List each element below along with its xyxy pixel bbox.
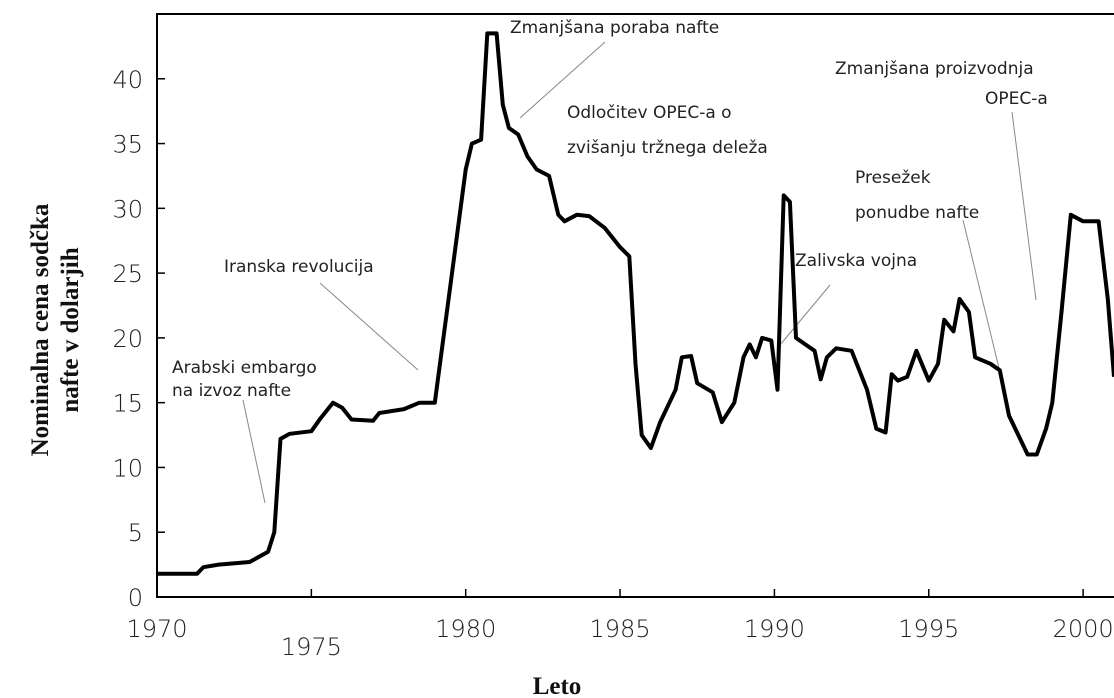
annotation: Arabski embargo xyxy=(172,358,317,378)
y-tick-label: 15 xyxy=(112,390,143,418)
x-tick-label: 1970 xyxy=(126,615,187,643)
leader-line xyxy=(519,41,606,119)
annotation: Zalivska vojna xyxy=(795,251,917,271)
annotation: OPEC-a xyxy=(985,89,1048,109)
x-tick-label: 1980 xyxy=(435,615,496,643)
x-axis-label: Leto xyxy=(533,673,582,698)
y-tick-label: 35 xyxy=(112,131,143,159)
annotation: ponudbe nafte xyxy=(855,203,979,223)
y-axis-label: Nominalna cena sodčka nafte v dolarjih xyxy=(27,203,84,456)
annotation: Presežek xyxy=(855,168,931,188)
x-tick-label: 1975 xyxy=(281,633,342,661)
x-tick-label: 1985 xyxy=(590,615,651,643)
price-line xyxy=(157,31,1114,576)
leader-line xyxy=(1011,111,1037,301)
y-tick-label: 0 xyxy=(128,584,143,612)
x-tick-label: 1990 xyxy=(744,615,805,643)
y-tick-label: 5 xyxy=(128,519,143,547)
leader-line xyxy=(319,282,419,371)
annotation: Iranska revolucija xyxy=(224,257,374,277)
x-tick-label: 1995 xyxy=(898,615,959,643)
y-tick-label: 10 xyxy=(112,454,143,482)
y-tick-label: 20 xyxy=(112,325,143,353)
plot-frame xyxy=(156,13,1114,598)
leader-line xyxy=(779,284,831,346)
y-axis-label-line: Nominalna cena sodčka xyxy=(27,203,54,456)
annotation: zvišanju tržnega deleža xyxy=(567,138,768,158)
y-tick-label: 25 xyxy=(112,260,143,288)
x-tick-label: 2000 xyxy=(1053,615,1114,643)
annotation: Odločitev OPEC-a o xyxy=(567,103,732,123)
annotation: na izvoz nafte xyxy=(172,381,291,401)
leader-line xyxy=(242,399,266,504)
annotation: Zmanjšana proizvodnja xyxy=(835,59,1034,79)
annotation: Zmanjšana poraba nafte xyxy=(510,18,719,38)
y-axis-label-line: nafte v dolarjih xyxy=(57,247,84,412)
y-tick-label: 40 xyxy=(112,66,143,94)
y-tick-label: 30 xyxy=(112,195,143,223)
